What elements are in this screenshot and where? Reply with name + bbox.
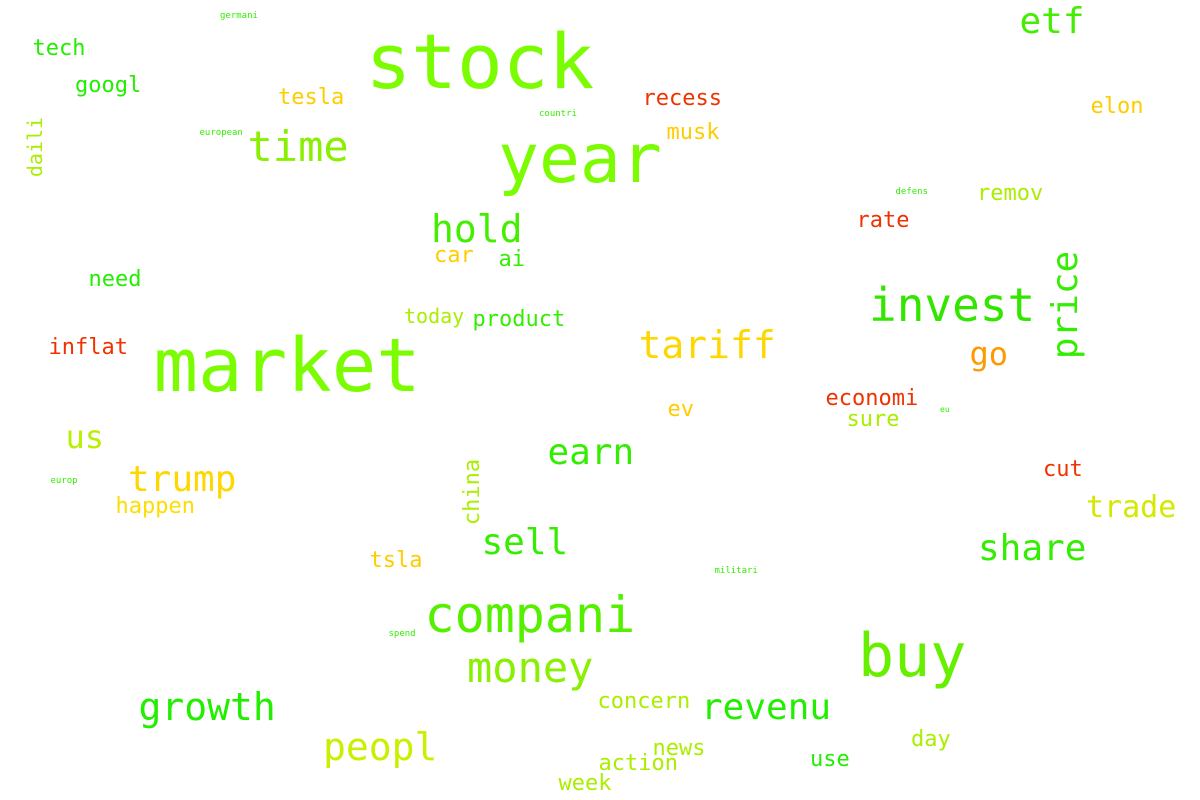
word-us: us: [65, 418, 105, 456]
word-etf: etf: [1019, 1, 1085, 42]
word-buy: buy: [858, 621, 967, 691]
word-share: share: [978, 528, 1087, 569]
word-use: use: [810, 747, 850, 772]
word-hold: hold: [431, 207, 523, 251]
word-invest: invest: [869, 278, 1036, 332]
word-daili: daili: [23, 116, 48, 178]
word-product: product: [472, 307, 566, 332]
word-defens: defens: [895, 186, 929, 197]
word-trade: trade: [1086, 490, 1177, 525]
word-tsla: tsla: [369, 548, 423, 573]
word-europ: europ: [50, 475, 78, 486]
word-sell: sell: [481, 522, 569, 563]
word-germani: germani: [220, 10, 258, 21]
word-week: week: [558, 771, 612, 796]
word-cut: cut: [1043, 457, 1083, 482]
word-earn: earn: [547, 432, 635, 473]
word-ai: ai: [498, 247, 526, 272]
word-tesla: tesla: [278, 85, 345, 110]
word-countri: countri: [539, 108, 577, 119]
word-need: need: [88, 267, 142, 292]
word-rate: rate: [856, 208, 910, 233]
word-money: money: [467, 643, 594, 692]
word-compani: compani: [424, 586, 636, 644]
word-action: action: [598, 751, 678, 776]
word-stock: stock: [365, 17, 595, 106]
word-china: china: [460, 458, 486, 526]
word-ev: ev: [667, 397, 695, 422]
word-inflat: inflat: [48, 335, 128, 360]
word-tech: tech: [32, 36, 86, 61]
word-economi: economi: [825, 386, 919, 411]
word-googl: googl: [75, 73, 142, 98]
word-trump: trump: [128, 459, 237, 500]
word-day: day: [911, 727, 951, 752]
word-market: market: [153, 323, 421, 409]
word-happen: happen: [115, 494, 195, 519]
word-year: year: [498, 120, 662, 199]
word-musk: musk: [666, 120, 720, 145]
word-recess: recess: [642, 86, 722, 111]
word-militari: militari: [714, 565, 758, 576]
word-today: today: [404, 304, 465, 328]
word-tariff: tariff: [638, 323, 776, 367]
word-revenu: revenu: [701, 687, 832, 728]
word-growth: growth: [138, 685, 276, 729]
word-sure: sure: [846, 407, 900, 432]
word-remov: remov: [977, 181, 1044, 206]
word-car: car: [434, 243, 474, 268]
word-eu: eu: [940, 405, 950, 414]
word-time: time: [247, 122, 349, 171]
word-concern: concern: [597, 689, 691, 714]
word-elon: elon: [1090, 94, 1144, 119]
word-spend: spend: [388, 628, 416, 639]
word-european: european: [199, 127, 243, 138]
word-peopl: peopl: [323, 725, 438, 769]
word-news: news: [652, 736, 706, 761]
word-price: price: [1045, 250, 1087, 360]
word-go: go: [969, 335, 1009, 373]
